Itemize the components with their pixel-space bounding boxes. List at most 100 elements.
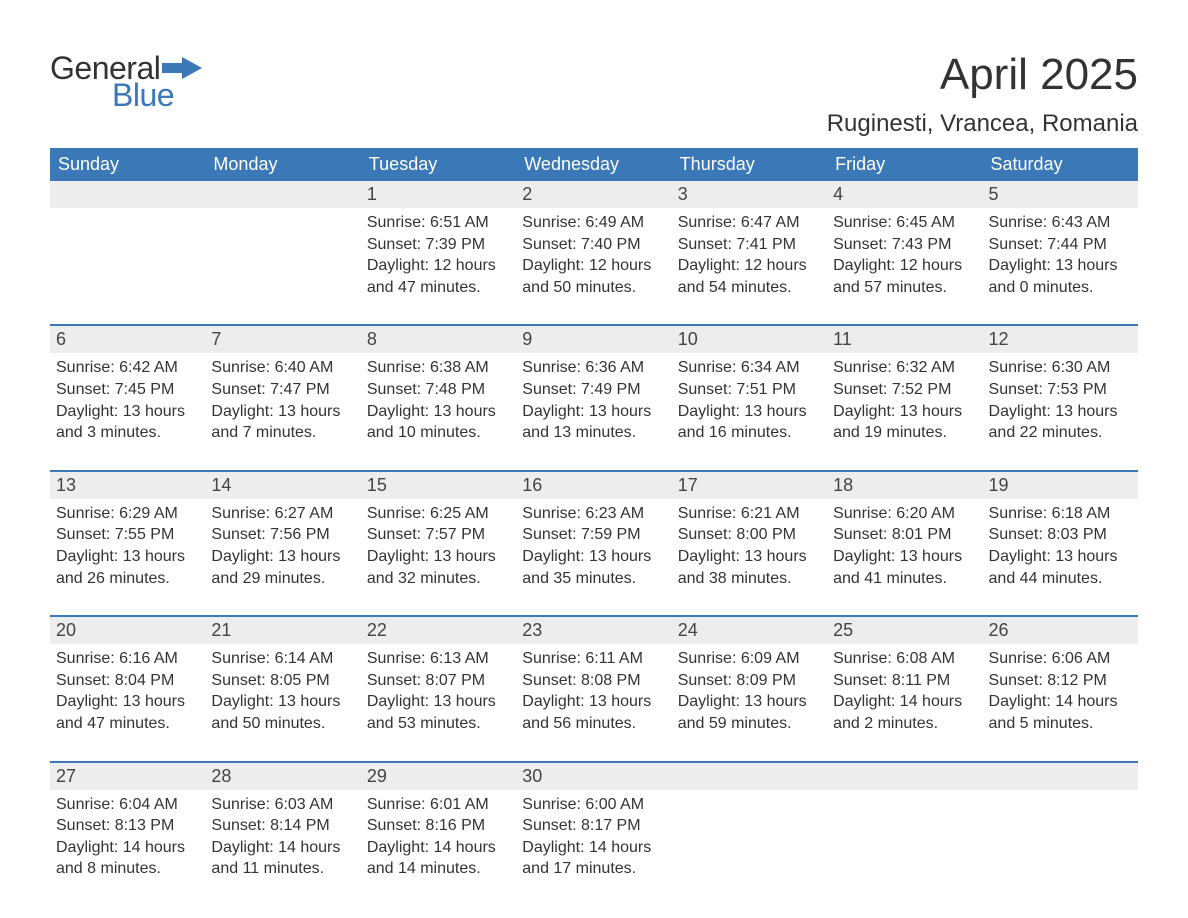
sunrise-text: Sunrise: 6:21 AM — [678, 503, 821, 525]
flag-icon — [162, 57, 202, 79]
col-saturday: Saturday — [983, 148, 1138, 181]
daylight-text: Daylight: 13 hours and 53 minutes. — [367, 691, 510, 734]
header: General Blue April 2025 Ruginesti, Vranc… — [50, 50, 1138, 138]
sunset-text: Sunset: 7:40 PM — [522, 234, 665, 256]
sunset-text: Sunset: 7:49 PM — [522, 379, 665, 401]
col-monday: Monday — [205, 148, 360, 181]
logo-word2: Blue — [112, 77, 202, 114]
daylight-text: Daylight: 13 hours and 22 minutes. — [989, 401, 1132, 444]
sunset-text: Sunset: 7:43 PM — [833, 234, 976, 256]
daylight-text: Daylight: 12 hours and 47 minutes. — [367, 255, 510, 298]
day-cell: Sunrise: 6:42 AMSunset: 7:45 PMDaylight:… — [50, 353, 205, 470]
logo: General Blue — [50, 50, 202, 114]
daylight-text: Daylight: 13 hours and 0 minutes. — [989, 255, 1132, 298]
day-number: 10 — [672, 325, 827, 353]
sunrise-text: Sunrise: 6:30 AM — [989, 357, 1132, 379]
sunset-text: Sunset: 8:17 PM — [522, 815, 665, 837]
day-cell: Sunrise: 6:16 AMSunset: 8:04 PMDaylight:… — [50, 644, 205, 761]
day-number: 21 — [205, 616, 360, 644]
sunrise-text: Sunrise: 6:27 AM — [211, 503, 354, 525]
day-cell: Sunrise: 6:11 AMSunset: 8:08 PMDaylight:… — [516, 644, 671, 761]
daylight-text: Daylight: 13 hours and 47 minutes. — [56, 691, 199, 734]
sunrise-text: Sunrise: 6:16 AM — [56, 648, 199, 670]
sunset-text: Sunset: 8:14 PM — [211, 815, 354, 837]
sunset-text: Sunset: 8:05 PM — [211, 670, 354, 692]
day-number: 22 — [361, 616, 516, 644]
day-cell: Sunrise: 6:25 AMSunset: 7:57 PMDaylight:… — [361, 499, 516, 616]
day-number: 14 — [205, 471, 360, 499]
day-cell: Sunrise: 6:09 AMSunset: 8:09 PMDaylight:… — [672, 644, 827, 761]
day-number: 27 — [50, 762, 205, 790]
sunrise-text: Sunrise: 6:38 AM — [367, 357, 510, 379]
title-block: April 2025 Ruginesti, Vrancea, Romania — [827, 50, 1138, 138]
day-cell: Sunrise: 6:27 AMSunset: 7:56 PMDaylight:… — [205, 499, 360, 616]
daynum-row: 20212223242526 — [50, 616, 1138, 644]
daylight-text: Daylight: 13 hours and 29 minutes. — [211, 546, 354, 589]
day-number: 25 — [827, 616, 982, 644]
day-number: 3 — [672, 181, 827, 208]
day-number: 8 — [361, 325, 516, 353]
day-number: 19 — [983, 471, 1138, 499]
day-number: 24 — [672, 616, 827, 644]
day-cell — [205, 208, 360, 325]
data-row: Sunrise: 6:42 AMSunset: 7:45 PMDaylight:… — [50, 353, 1138, 470]
daylight-text: Daylight: 13 hours and 41 minutes. — [833, 546, 976, 589]
daylight-text: Daylight: 13 hours and 3 minutes. — [56, 401, 199, 444]
sunset-text: Sunset: 8:00 PM — [678, 524, 821, 546]
data-row: Sunrise: 6:04 AMSunset: 8:13 PMDaylight:… — [50, 790, 1138, 906]
daylight-text: Daylight: 13 hours and 50 minutes. — [211, 691, 354, 734]
day-number: 5 — [983, 181, 1138, 208]
daynum-row: 27282930 — [50, 762, 1138, 790]
day-number: 20 — [50, 616, 205, 644]
day-cell: Sunrise: 6:08 AMSunset: 8:11 PMDaylight:… — [827, 644, 982, 761]
sunrise-text: Sunrise: 6:36 AM — [522, 357, 665, 379]
sunset-text: Sunset: 7:41 PM — [678, 234, 821, 256]
sunrise-text: Sunrise: 6:08 AM — [833, 648, 976, 670]
day-cell — [672, 790, 827, 906]
day-cell: Sunrise: 6:32 AMSunset: 7:52 PMDaylight:… — [827, 353, 982, 470]
day-number: 29 — [361, 762, 516, 790]
day-cell: Sunrise: 6:23 AMSunset: 7:59 PMDaylight:… — [516, 499, 671, 616]
day-number: 16 — [516, 471, 671, 499]
daynum-row: 6789101112 — [50, 325, 1138, 353]
daylight-text: Daylight: 13 hours and 35 minutes. — [522, 546, 665, 589]
sunrise-text: Sunrise: 6:11 AM — [522, 648, 665, 670]
sunset-text: Sunset: 8:08 PM — [522, 670, 665, 692]
col-sunday: Sunday — [50, 148, 205, 181]
page-title: April 2025 — [827, 50, 1138, 100]
day-cell: Sunrise: 6:43 AMSunset: 7:44 PMDaylight:… — [983, 208, 1138, 325]
sunset-text: Sunset: 8:01 PM — [833, 524, 976, 546]
sunrise-text: Sunrise: 6:14 AM — [211, 648, 354, 670]
day-number: 13 — [50, 471, 205, 499]
day-cell: Sunrise: 6:40 AMSunset: 7:47 PMDaylight:… — [205, 353, 360, 470]
sunrise-text: Sunrise: 6:13 AM — [367, 648, 510, 670]
day-cell: Sunrise: 6:00 AMSunset: 8:17 PMDaylight:… — [516, 790, 671, 906]
data-row: Sunrise: 6:51 AMSunset: 7:39 PMDaylight:… — [50, 208, 1138, 325]
day-number — [205, 181, 360, 208]
daylight-text: Daylight: 13 hours and 26 minutes. — [56, 546, 199, 589]
sunset-text: Sunset: 8:09 PM — [678, 670, 821, 692]
day-cell: Sunrise: 6:51 AMSunset: 7:39 PMDaylight:… — [361, 208, 516, 325]
daylight-text: Daylight: 12 hours and 54 minutes. — [678, 255, 821, 298]
sunset-text: Sunset: 8:03 PM — [989, 524, 1132, 546]
sunrise-text: Sunrise: 6:43 AM — [989, 212, 1132, 234]
day-cell: Sunrise: 6:21 AMSunset: 8:00 PMDaylight:… — [672, 499, 827, 616]
day-number: 15 — [361, 471, 516, 499]
col-wednesday: Wednesday — [516, 148, 671, 181]
sunset-text: Sunset: 7:53 PM — [989, 379, 1132, 401]
sunset-text: Sunset: 8:04 PM — [56, 670, 199, 692]
day-number: 4 — [827, 181, 982, 208]
day-cell: Sunrise: 6:45 AMSunset: 7:43 PMDaylight:… — [827, 208, 982, 325]
sunset-text: Sunset: 8:12 PM — [989, 670, 1132, 692]
daylight-text: Daylight: 13 hours and 19 minutes. — [833, 401, 976, 444]
day-number: 17 — [672, 471, 827, 499]
sunset-text: Sunset: 7:55 PM — [56, 524, 199, 546]
sunset-text: Sunset: 7:45 PM — [56, 379, 199, 401]
day-number — [983, 762, 1138, 790]
sunrise-text: Sunrise: 6:04 AM — [56, 794, 199, 816]
sunset-text: Sunset: 7:47 PM — [211, 379, 354, 401]
day-number: 2 — [516, 181, 671, 208]
day-number: 12 — [983, 325, 1138, 353]
daylight-text: Daylight: 14 hours and 5 minutes. — [989, 691, 1132, 734]
daylight-text: Daylight: 13 hours and 44 minutes. — [989, 546, 1132, 589]
